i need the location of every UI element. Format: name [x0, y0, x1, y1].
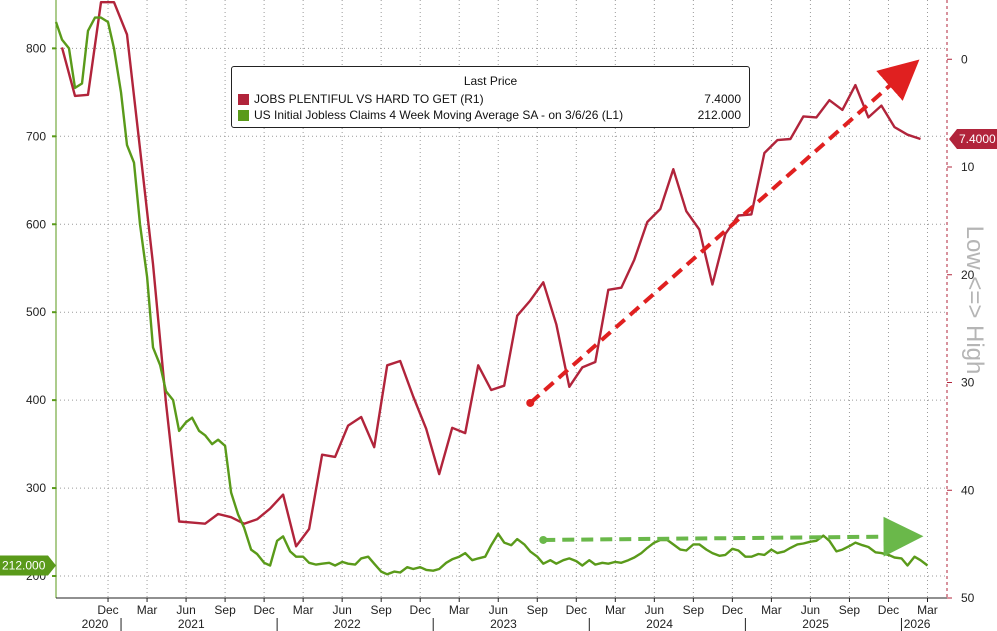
x-tick-label: Dec	[566, 603, 587, 617]
x-tick-label: Mar	[137, 603, 158, 617]
x-tick-label: Dec	[97, 603, 118, 617]
x-tick-label: Mar	[293, 603, 314, 617]
legend-value: 212.000	[697, 108, 741, 122]
x-tick-label: Jun	[645, 603, 664, 617]
last-value-tag-left	[0, 555, 56, 576]
x-tick-label: Jun	[176, 603, 195, 617]
left-tick-label: 400	[26, 393, 46, 407]
x-tick-label: Dec	[253, 603, 274, 617]
x-tick-label: Sep	[839, 603, 861, 617]
x-year-label: 2021	[178, 617, 205, 631]
x-tick-label: Sep	[527, 603, 549, 617]
left-tick-label: 800	[26, 41, 46, 55]
x-tick-label: Mar	[761, 603, 782, 617]
series-line-jobs-plentiful	[60, 1, 921, 548]
trend-arrow-green	[543, 516, 924, 557]
x-year-label: 2023	[490, 617, 517, 631]
legend-label: US Initial Jobless Claims 4 Week Moving …	[254, 108, 624, 122]
x-tick-label: Sep	[683, 603, 705, 617]
last-value-tag-right-text: 7.4000	[959, 132, 996, 146]
right-tick-label: 10	[961, 160, 975, 174]
left-tick-label: 300	[26, 481, 46, 495]
series-layer	[54, 1, 929, 576]
grid-lines	[56, 0, 947, 598]
right-tick-label: 20	[961, 268, 975, 282]
x-tick-label: Dec	[410, 603, 431, 617]
annotation-layer	[526, 59, 924, 557]
last-value-tag-left-text: 212.000	[2, 558, 46, 572]
x-tick-label: Sep	[214, 603, 236, 617]
right-axis-title: Low <=> High	[961, 226, 988, 375]
right-tick-label: 30	[961, 376, 975, 390]
legend-value: 7.4000	[704, 92, 741, 106]
legend-entry-jobs: JOBS PLENTIFUL VS HARD TO GET (R1) 7.400…	[238, 91, 741, 107]
x-tick-label: Mar	[605, 603, 626, 617]
x-tick-label: Jun	[801, 603, 820, 617]
last-value-tags: 7.4000 212.000	[0, 128, 997, 576]
x-year-label: 2025	[802, 617, 829, 631]
left-tick-label: 500	[26, 305, 46, 319]
legend-swatch-red	[238, 93, 249, 105]
right-tick-label: 40	[961, 483, 975, 497]
x-year-label: 2024	[646, 617, 673, 631]
x-year-label: 2022	[334, 617, 361, 631]
x-tick-label: Dec	[722, 603, 743, 617]
legend-entry-claims: US Initial Jobless Claims 4 Week Moving …	[238, 107, 741, 123]
x-year-label: 2020	[82, 617, 109, 631]
last-value-tag-right	[949, 128, 997, 149]
axes: Dec Mar Jun Sep Dec Mar Jun Sep Dec Mar Jun Sep Dec M…	[26, 0, 975, 631]
right-tick-label: 0	[961, 52, 968, 66]
series-line-jobless-claims	[54, 16, 929, 576]
x-tick-label: Jun	[332, 603, 351, 617]
trend-arrow-red	[528, 59, 920, 405]
x-tick-label: Dec	[878, 603, 899, 617]
x-tick-label: Mar	[917, 603, 938, 617]
left-tick-label: 600	[26, 217, 46, 231]
legend: Last Price JOBS PLENTIFUL VS HARD TO GET…	[231, 66, 750, 128]
left-tick-label: 700	[26, 129, 46, 143]
x-year-label: 2026	[904, 617, 931, 631]
right-tick-label: 50	[961, 591, 975, 605]
x-tick-label: Sep	[371, 603, 393, 617]
legend-swatch-green	[238, 109, 249, 121]
x-tick-label: Mar	[449, 603, 470, 617]
right-axis-title-text: Low <=> High	[961, 226, 988, 375]
legend-title: Last Price	[463, 74, 518, 88]
legend-label: JOBS PLENTIFUL VS HARD TO GET (R1)	[254, 92, 484, 106]
x-tick-label: Jun	[489, 603, 508, 617]
